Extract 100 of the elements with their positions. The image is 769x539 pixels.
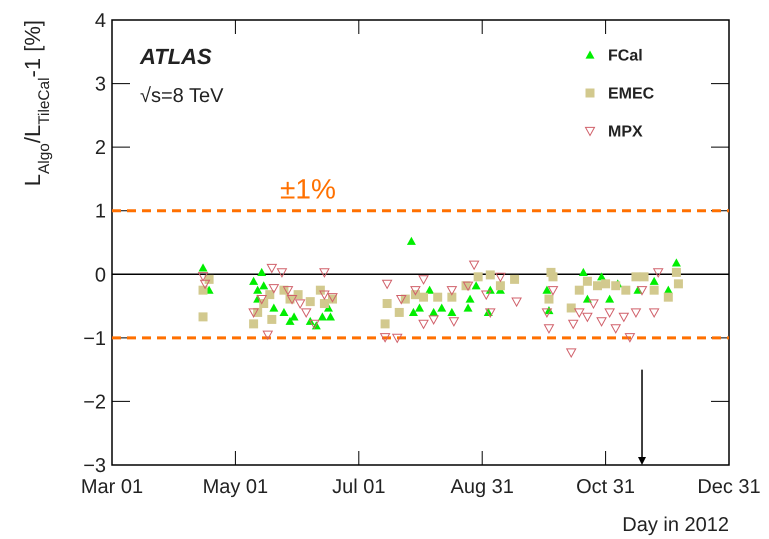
point [256,294,267,304]
point [446,286,457,296]
point [248,308,259,318]
point [249,276,258,285]
point [414,303,424,312]
point [433,292,442,302]
point [269,303,278,312]
point [287,294,298,304]
point [578,268,588,276]
y-tick-label: 1 [94,200,106,223]
x-tick-label: Jul 01 [332,476,386,498]
point [447,292,456,302]
point [624,333,635,342]
point [418,320,429,329]
point [253,286,262,294]
point [198,286,208,295]
annotation: √s=8 TeV [140,85,224,107]
point [318,312,327,320]
point [640,272,649,282]
point [249,319,258,328]
point [566,303,576,312]
legend-label: MPX [608,124,643,141]
x-tick-label: Mar 01 [80,476,144,498]
point [463,282,474,291]
point [653,268,664,278]
point [396,294,406,304]
point [674,279,683,288]
point [672,258,681,266]
point [406,236,416,245]
point [198,263,208,272]
y-tick-label: 3 [94,74,106,96]
y-tick-label: 2 [94,137,106,160]
point [481,290,492,300]
point [326,312,335,320]
point [259,281,268,290]
y-tick-label: −3 [83,455,106,477]
point [392,334,402,343]
point [408,308,418,316]
point [574,308,584,318]
point [574,286,584,295]
point [512,298,522,307]
point [266,264,277,273]
x-tick-label: Aug 31 [450,476,514,498]
point [605,294,614,303]
point [437,303,446,312]
x-tick-label: May 01 [202,476,268,498]
point [279,308,288,316]
point [510,274,520,284]
point [649,308,660,318]
point [630,308,641,318]
point [265,290,274,300]
point [294,290,303,300]
point [198,272,208,282]
point [566,348,576,358]
x-tick-label: Oct 31 [576,476,636,498]
point [382,280,392,289]
point [472,281,481,290]
point [469,260,480,270]
point [664,292,673,302]
point [447,308,456,316]
ref-line-label: ±1% [280,174,336,205]
point [485,308,496,318]
point [410,286,420,296]
point [621,286,630,295]
point [618,312,629,322]
point [496,281,505,290]
point [276,268,287,278]
point [286,316,295,325]
point [320,299,329,308]
point [301,308,312,318]
point [200,280,210,289]
y-tick-label: −1 [83,328,106,350]
x-tick-label: Dec 31 [697,476,761,498]
point [611,281,620,290]
point [309,320,320,329]
y-tick-label: 4 [94,10,106,32]
point [394,308,404,317]
point [548,272,558,282]
point [568,320,578,329]
point [650,286,659,295]
point [495,272,506,282]
point [604,308,615,318]
point [474,272,483,282]
point [596,317,607,326]
point [544,294,554,304]
point [466,294,475,303]
point [380,319,390,328]
point [582,276,592,286]
point [419,292,428,302]
point [282,286,293,296]
point [306,297,315,306]
x-axis-title: Day in 2012 [622,514,729,536]
point [610,324,621,334]
annotation: ATLAS [139,44,212,69]
point [486,270,495,280]
point [290,312,299,320]
point [637,286,648,296]
point [428,315,439,324]
point [548,286,558,296]
point [650,276,659,285]
